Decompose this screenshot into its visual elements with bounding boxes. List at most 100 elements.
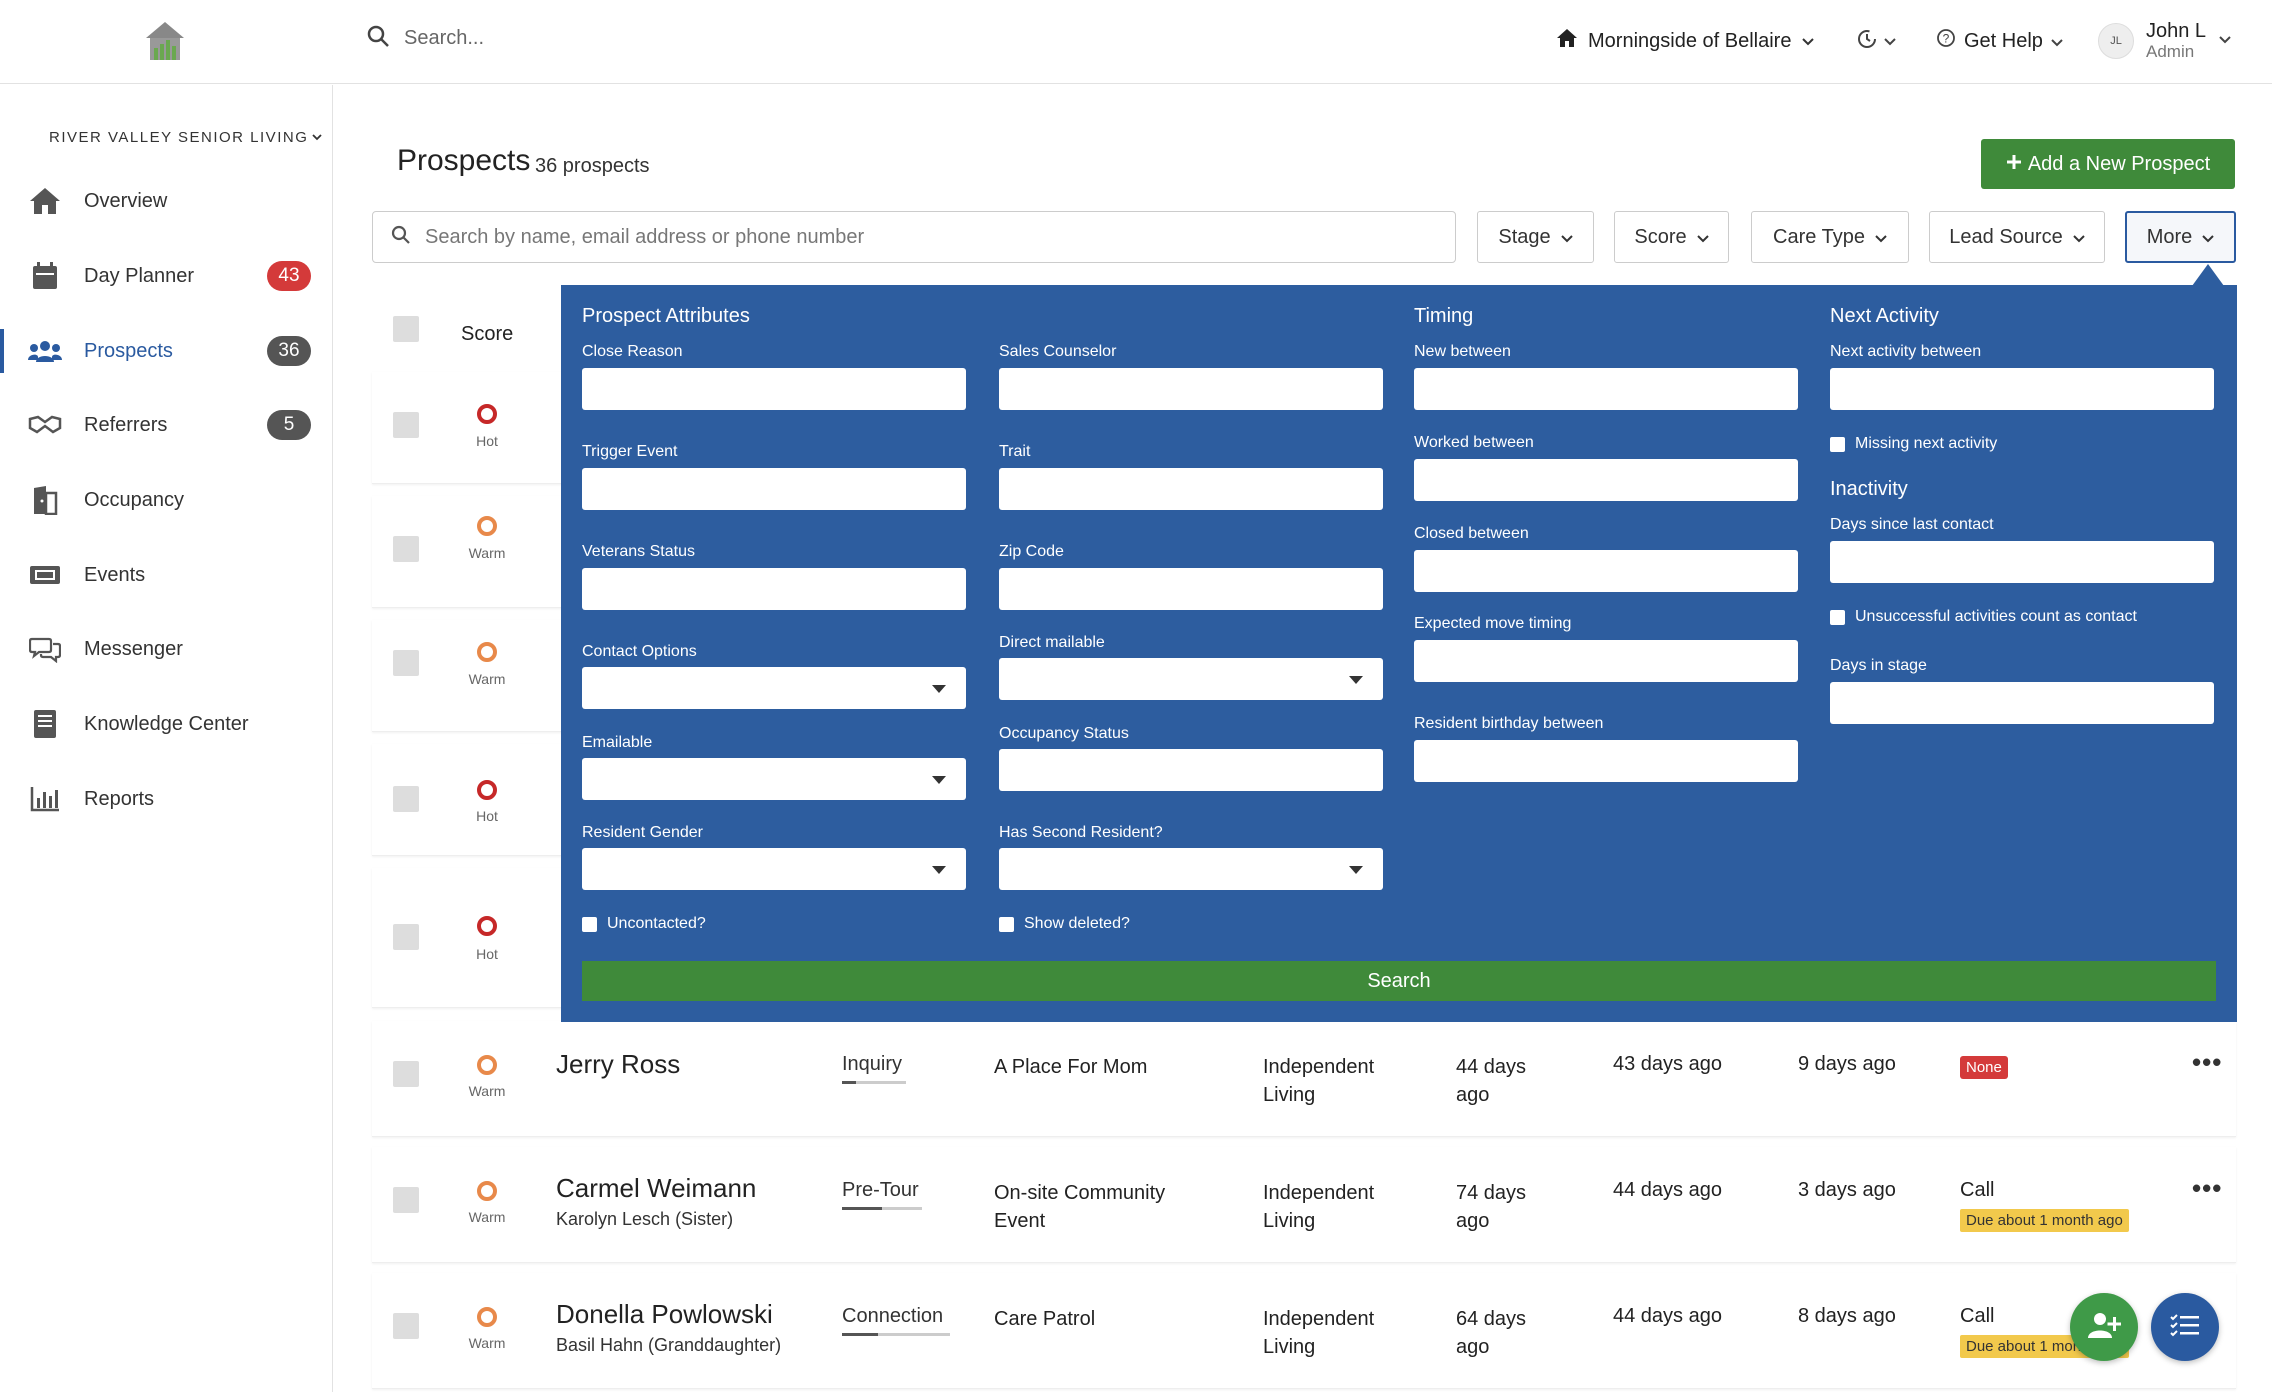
show-deleted-checkbox[interactable]: Show deleted? (999, 915, 1130, 933)
prospect-name[interactable]: Carmel Weimann (556, 1173, 757, 1203)
global-search[interactable]: Search... (366, 24, 484, 53)
referrers-badge: 5 (267, 410, 311, 440)
days-in-stage-input[interactable] (1830, 682, 2214, 724)
community-selector[interactable]: Morningside of Bellaire (1556, 28, 1815, 54)
row-checkbox[interactable] (393, 786, 419, 812)
score-hot-icon (477, 404, 497, 424)
table-row[interactable]: Warm Donella Powlowski Basil Hahn (Grand… (372, 1273, 2236, 1389)
user-menu[interactable]: JL John L Admin (2098, 20, 2232, 62)
has-second-resident-select[interactable] (999, 848, 1383, 890)
prospect-stage: Pre-Tour (842, 1179, 919, 1201)
expected-move-timing-label: Expected move timing (1414, 615, 1572, 632)
add-prospect-label: Add a New Prospect (2027, 152, 2211, 175)
global-search-placeholder[interactable]: Search... (404, 27, 485, 49)
filter-label: Care Type (1773, 225, 1865, 248)
score-column-header[interactable]: Score (461, 323, 514, 345)
emailable-select[interactable] (582, 758, 966, 800)
worked-between-input[interactable] (1414, 459, 1798, 501)
row-checkbox[interactable] (393, 1187, 419, 1213)
resident-birthday-input[interactable] (1414, 740, 1798, 782)
sidebar-item-referrers[interactable]: Referrers 5 (0, 395, 333, 455)
bar-chart-icon (28, 782, 62, 816)
sidebar-item-day-planner[interactable]: Day Planner 43 (0, 246, 333, 306)
day-planner-badge: 43 (267, 261, 311, 291)
sidebar-item-knowledge-center[interactable]: Knowledge Center (0, 694, 333, 754)
uncontacted-checkbox[interactable]: Uncontacted? (582, 915, 706, 933)
new-between-input[interactable] (1414, 368, 1798, 410)
sidebar-item-events[interactable]: Events (0, 545, 333, 605)
direct-mailable-select[interactable] (999, 658, 1383, 700)
next-activity-heading: Next Activity (1830, 305, 1939, 327)
trait-input[interactable] (999, 468, 1383, 510)
emailable-label: Emailable (582, 734, 653, 751)
expected-move-timing-input[interactable] (1414, 640, 1798, 682)
checkbox-box[interactable] (1830, 436, 1845, 452)
filter-label: Score (1634, 225, 1687, 248)
sales-counselor-input[interactable] (999, 368, 1383, 410)
stage-filter[interactable]: Stage (1477, 211, 1594, 263)
table-row[interactable]: Warm Carmel Weimann Karolyn Lesch (Siste… (372, 1147, 2236, 1263)
resident-gender-select[interactable] (582, 848, 966, 890)
closed-between-input[interactable] (1414, 550, 1798, 592)
timing-heading: Timing (1414, 305, 1474, 327)
checkbox-box[interactable] (999, 916, 1014, 932)
task-list-fab[interactable] (2151, 1293, 2219, 1361)
sidebar-item-reports[interactable]: Reports (0, 769, 333, 829)
occupancy-status-input[interactable] (999, 749, 1383, 791)
row-checkbox[interactable] (393, 650, 419, 676)
row-actions-icon[interactable]: ••• (2192, 1173, 2223, 1203)
prospect-search (372, 211, 1456, 263)
unsuccessful-count-checkbox[interactable]: Unsuccessful activities count as contact (1830, 608, 2137, 626)
checkbox-box[interactable] (582, 916, 597, 932)
add-prospect-button[interactable]: Add a New Prospect (1981, 139, 2235, 189)
veterans-status-input[interactable] (582, 568, 966, 610)
score-filter[interactable]: Score (1614, 211, 1729, 263)
checkbox-box[interactable] (1830, 609, 1845, 625)
care-type-filter[interactable]: Care Type (1751, 211, 1909, 263)
calendar-icon (28, 259, 62, 293)
row-checkbox[interactable] (393, 924, 419, 950)
prospect-name[interactable]: Donella Powlowski (556, 1299, 773, 1329)
sidebar-item-prospects[interactable]: Prospects 36 (0, 321, 333, 381)
book-icon (28, 707, 62, 741)
row-checkbox[interactable] (393, 412, 419, 438)
trigger-event-label: Trigger Event (582, 443, 678, 460)
close-reason-input[interactable] (582, 368, 966, 410)
missing-next-activity-checkbox[interactable]: Missing next activity (1830, 435, 1997, 453)
more-filter[interactable]: More (2125, 211, 2236, 263)
last-contact: 9 days ago (1798, 1053, 1896, 1075)
missing-next-activity-label: Missing next activity (1855, 435, 1998, 452)
history-button[interactable] (1856, 28, 1896, 55)
prospect-stage: Connection (842, 1305, 944, 1327)
row-checkbox[interactable] (393, 1313, 419, 1339)
trigger-event-input[interactable] (582, 468, 966, 510)
handshake-icon (28, 408, 62, 442)
sidebar-item-occupancy[interactable]: Occupancy (0, 470, 333, 530)
contact-options-select[interactable] (582, 667, 966, 709)
row-checkbox[interactable] (393, 536, 419, 562)
row-checkbox[interactable] (393, 1061, 419, 1087)
days-since-contact-input[interactable] (1830, 541, 2214, 583)
prospect-contact: Basil Hahn (Granddaughter) (556, 1335, 782, 1355)
next-activity-between-input[interactable] (1830, 368, 2214, 410)
add-contact-fab[interactable] (2070, 1293, 2138, 1361)
svg-text:?: ? (1943, 32, 1950, 46)
worked-date: 43 days ago (1613, 1053, 1722, 1075)
row-actions-icon[interactable]: ••• (2192, 1047, 2223, 1077)
panel-search-button[interactable]: Search (582, 961, 2216, 1001)
sidebar-item-messenger[interactable]: Messenger (0, 619, 333, 679)
last-contact: 3 days ago (1798, 1179, 1896, 1201)
org-selector[interactable]: RIVER VALLEY SENIOR LIVING (49, 129, 322, 146)
prospect-search-input[interactable] (425, 225, 1425, 249)
select-all-checkbox[interactable] (393, 316, 419, 342)
logo-icon[interactable] (142, 18, 188, 64)
table-row[interactable]: Warm Jerry Ross Inquiry A Place For Mom … (372, 1021, 2236, 1137)
score-warm-icon (477, 516, 497, 536)
chevron-down-icon (1875, 226, 1887, 249)
sales-counselor-label: Sales Counselor (999, 343, 1117, 360)
lead-source-filter[interactable]: Lead Source (1929, 211, 2105, 263)
get-help-button[interactable]: ? Get Help (1936, 28, 2063, 54)
prospect-name[interactable]: Jerry Ross (556, 1049, 681, 1079)
zip-code-input[interactable] (999, 568, 1383, 610)
sidebar-item-overview[interactable]: Overview (0, 171, 333, 231)
